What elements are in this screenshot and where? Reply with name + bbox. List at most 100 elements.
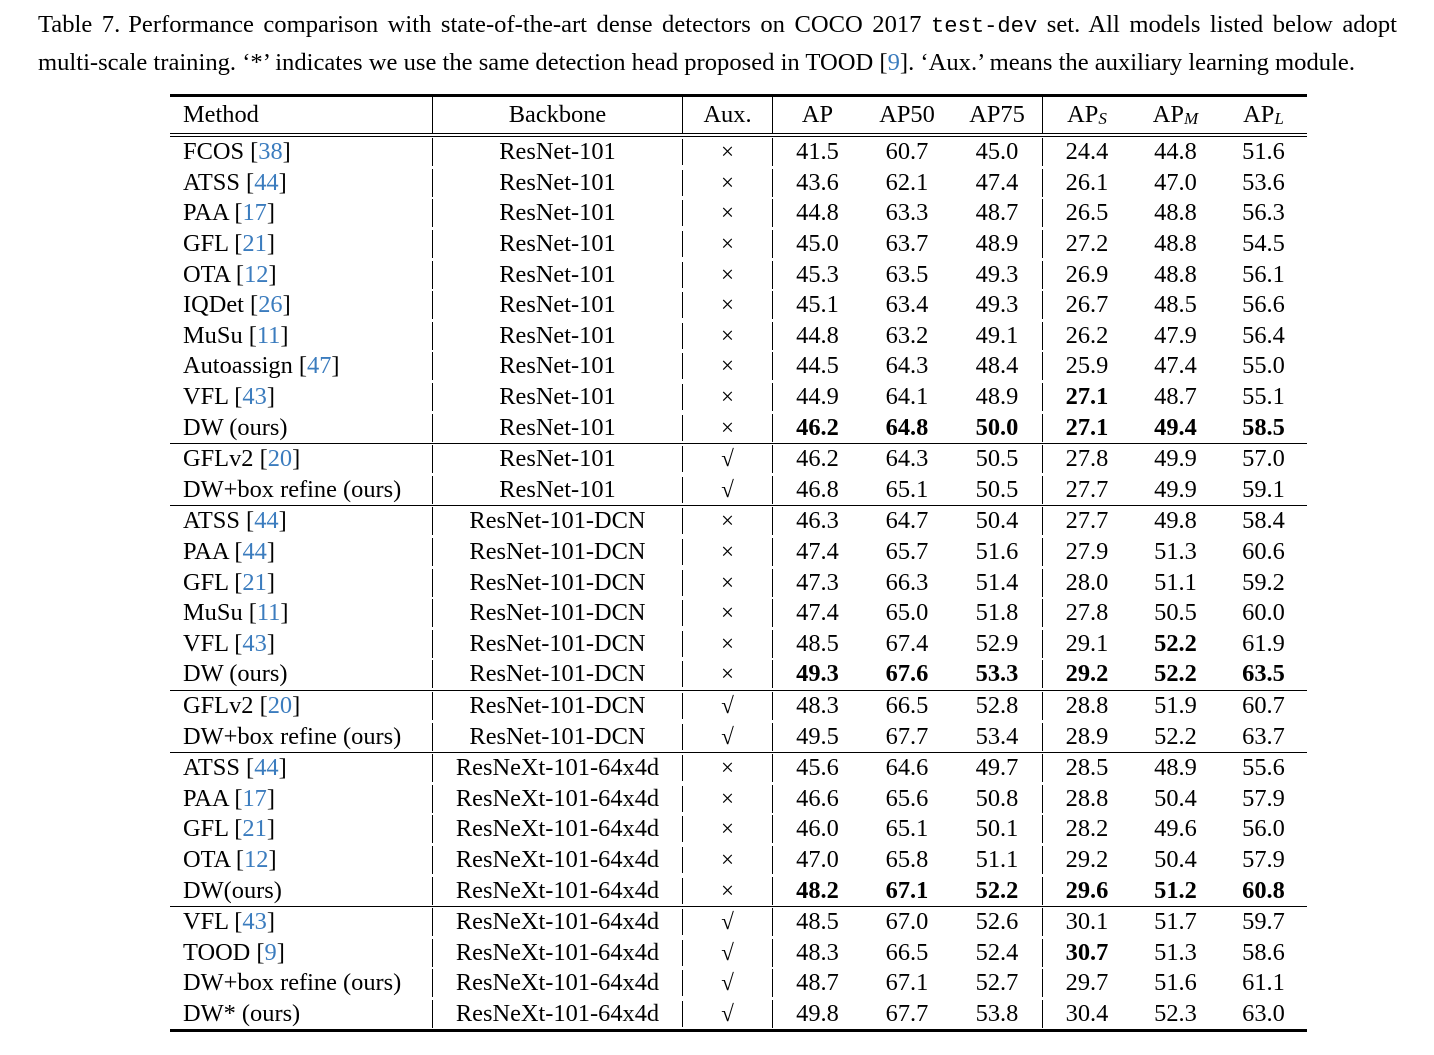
citation-link[interactable]: 17 xyxy=(242,199,267,227)
metric-ap50: 60.7 xyxy=(885,138,929,166)
metric-ap-m: 44.8 xyxy=(1154,138,1197,166)
citation-link[interactable]: 44 xyxy=(242,538,267,566)
backbone-cell: ResNet-101-DCN xyxy=(432,660,682,689)
citation-link[interactable]: 20 xyxy=(267,445,293,473)
citation-link[interactable]: 44 xyxy=(254,507,279,535)
citation-link[interactable]: 21 xyxy=(242,568,267,596)
metric-ap-s: 25.9 xyxy=(1042,352,1131,381)
method-name: GFLv2 xyxy=(183,445,254,473)
citation-link[interactable]: 44 xyxy=(254,168,279,196)
aux-cell: √ xyxy=(682,909,772,936)
backbone-cell: ResNet-101-DCN xyxy=(432,629,682,658)
metric-ap-s: 28.5 xyxy=(1042,754,1131,783)
method-cell: DW* (ours) xyxy=(170,1000,432,1028)
citation-link[interactable]: 11 xyxy=(256,599,281,627)
metric-ap-l: 58.6 xyxy=(1242,938,1285,966)
metric-ap-m: 49.9 xyxy=(1154,475,1197,503)
method-name: DW(ours) xyxy=(183,876,282,904)
column-header-subscript: S xyxy=(1098,109,1107,128)
citation-link[interactable]: 26 xyxy=(258,291,283,319)
caption-text-1: Performance comparison with state-of-the… xyxy=(128,11,922,38)
metric-ap-s: 26.1 xyxy=(1042,168,1131,197)
metric-ap-s: 27.2 xyxy=(1042,230,1131,259)
table-row: GFL [21] ResNet-101-DCN × 47.3 66.3 51.4… xyxy=(170,567,1307,598)
method-citation: [47] xyxy=(292,352,340,380)
aux-cell: × xyxy=(682,414,772,441)
citation-link[interactable]: 44 xyxy=(254,754,279,782)
aux-cell: × xyxy=(682,877,772,904)
metric-ap50: 65.0 xyxy=(885,599,929,627)
method-name: DW+box refine (ours) xyxy=(183,969,402,997)
metric-ap-s: 27.9 xyxy=(1042,538,1131,567)
metric-ap-s: 26.9 xyxy=(1042,260,1131,289)
backbone-cell: ResNet-101 xyxy=(432,352,682,381)
citation-link[interactable]: 38 xyxy=(258,138,283,166)
citation-link[interactable]: 12 xyxy=(244,845,269,873)
metric-ap: 49.3 xyxy=(772,660,862,689)
citation-link[interactable]: 21 xyxy=(242,230,267,258)
citation-link[interactable]: 47 xyxy=(307,352,332,380)
metric-ap-s: 30.7 xyxy=(1042,938,1131,967)
table-row: ATSS [44] ResNet-101-DCN × 46.3 64.7 50.… xyxy=(170,506,1307,537)
aux-cell: × xyxy=(682,200,772,227)
table-row: VFL [43] ResNet-101 × 44.9 64.1 48.9 27.… xyxy=(170,382,1307,413)
citation-link[interactable]: 43 xyxy=(242,383,267,411)
backbone-cell: ResNeXt-101-64x4d xyxy=(432,845,682,874)
column-header-ap50: AP50 xyxy=(862,97,952,133)
aux-cell: √ xyxy=(682,446,772,473)
table-row: MuSu [11] ResNet-101-DCN × 47.4 65.0 51.… xyxy=(170,598,1307,629)
citation-link[interactable]: 11 xyxy=(256,321,281,349)
metric-ap-m: 52.3 xyxy=(1154,999,1197,1027)
metric-ap-l: 60.0 xyxy=(1242,599,1285,627)
citation-link[interactable]: 20 xyxy=(267,691,293,719)
citation-link[interactable]: 43 xyxy=(242,629,267,657)
backbone-cell: ResNet-101-DCN xyxy=(432,722,682,751)
metric-ap-l: 51.6 xyxy=(1242,138,1285,166)
metric-ap-s: 28.9 xyxy=(1042,722,1131,751)
caption-code: test-dev xyxy=(931,14,1038,39)
citation-link[interactable]: 21 xyxy=(242,815,267,843)
metric-ap-l: 63.0 xyxy=(1242,999,1285,1027)
citation-link[interactable]: 43 xyxy=(242,908,267,936)
table-row: FCOS [38] ResNet-101 × 41.5 60.7 45.0 24… xyxy=(170,137,1307,168)
metric-ap50: 67.0 xyxy=(885,908,929,936)
aux-cell: × xyxy=(682,600,772,627)
method-cell: GFLv2 [20] xyxy=(170,692,432,720)
backbone-cell: ResNet-101 xyxy=(432,383,682,412)
metric-ap75: 51.6 xyxy=(975,538,1019,566)
metric-ap75: 50.1 xyxy=(975,815,1019,843)
metric-ap50: 67.7 xyxy=(885,722,929,750)
metric-ap: 47.0 xyxy=(772,845,862,874)
column-header-subscript: L xyxy=(1274,109,1284,128)
citation-link[interactable]: 12 xyxy=(244,260,269,288)
metric-ap-m: 51.7 xyxy=(1154,908,1197,936)
metric-ap: 46.8 xyxy=(772,475,862,504)
table-row: GFL [21] ResNeXt-101-64x4d × 46.0 65.1 5… xyxy=(170,814,1307,845)
metric-ap50: 63.3 xyxy=(885,199,929,227)
method-cell: MuSu [11] xyxy=(170,322,432,350)
method-citation: [21] xyxy=(228,230,275,258)
metric-ap: 46.2 xyxy=(772,413,862,442)
metric-ap-m: 49.6 xyxy=(1154,815,1197,843)
citation-link[interactable]: 17 xyxy=(242,784,267,812)
citation-link[interactable]: 9 xyxy=(887,49,900,76)
row-group: GFLv2 [20] ResNet-101-DCN √ 48.3 66.5 52… xyxy=(170,689,1307,752)
method-cell: Autoassign [47] xyxy=(170,352,432,380)
citation-link[interactable]: 9 xyxy=(264,938,277,966)
table-row: DW (ours) ResNet-101-DCN × 49.3 67.6 53.… xyxy=(170,659,1307,690)
metric-ap50: 62.1 xyxy=(885,168,929,196)
backbone-cell: ResNet-101-DCN xyxy=(432,691,682,720)
metric-ap: 48.5 xyxy=(772,629,862,658)
metric-ap: 43.6 xyxy=(772,168,862,197)
metric-ap50: 64.7 xyxy=(885,507,929,535)
method-citation: [21] xyxy=(228,815,275,843)
column-header-label: Backbone xyxy=(508,101,607,128)
metric-ap75: 50.4 xyxy=(975,507,1019,535)
column-header-label: AP50 xyxy=(879,101,935,128)
metric-ap75: 52.8 xyxy=(975,691,1019,719)
aux-cell: × xyxy=(682,508,772,535)
column-header-subscript: M xyxy=(1183,109,1199,128)
method-name: PAA xyxy=(183,199,229,227)
table-row: DW* (ours) ResNeXt-101-64x4d √ 49.8 67.7… xyxy=(170,999,1307,1030)
method-name: GFLv2 xyxy=(183,691,254,719)
